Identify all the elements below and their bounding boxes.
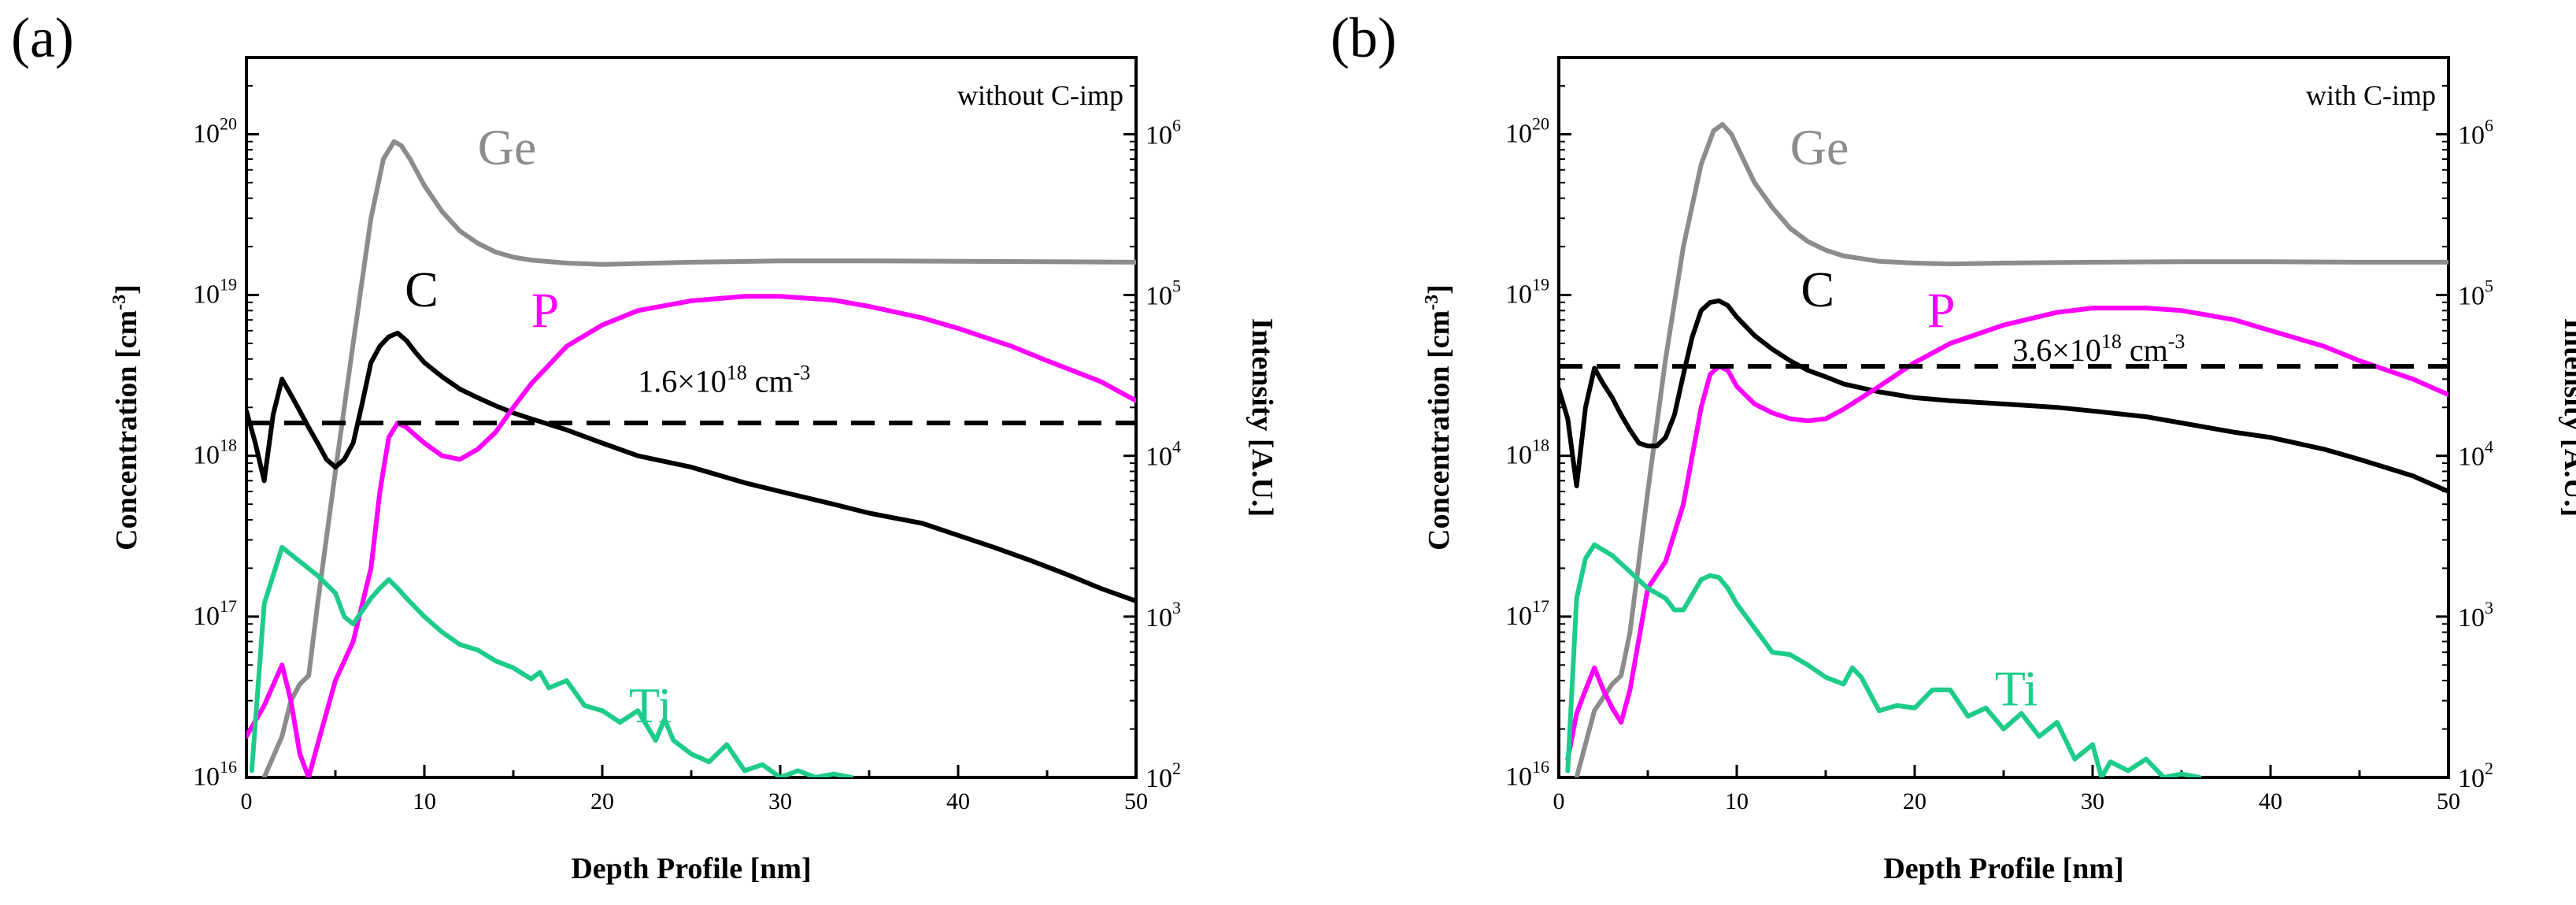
series-line-c (1559, 298, 2448, 494)
panel-label: (b) (1331, 6, 1397, 69)
y-left-tick-label: 1020 (1505, 113, 1549, 148)
series-line-ti (1565, 542, 2202, 777)
x-tick-label: 40 (2259, 788, 2282, 814)
y-left-tick-label: 1019 (1505, 275, 1549, 310)
y-right-tick-label: 105 (2458, 276, 2493, 311)
x-tick-label: 20 (1903, 788, 1926, 814)
y-left-tick-label: 1016 (193, 757, 237, 792)
series-line-ti (249, 544, 854, 777)
x-tick-label: 0 (1553, 788, 1565, 814)
x-tick-label: 30 (2081, 788, 2104, 814)
x-tick-label: 10 (1725, 788, 1749, 814)
x-tick-label: 40 (946, 788, 970, 814)
x-tick-label: 50 (2437, 788, 2460, 814)
series-line-ge (1574, 122, 2448, 777)
x-tick-label: 50 (1124, 788, 1148, 814)
reference-line-label: 1.6×1018 cm-3 (638, 361, 810, 399)
chart-panel-b: (b)0 10 20 30 40 5010161017101810191020102103… (1331, 6, 2576, 885)
x-tick-label: 0 (241, 788, 253, 814)
series-label-ge: Ge (478, 120, 537, 176)
y-left-axis-title: Concentration [cm-3] (1422, 284, 1456, 551)
y-left-tick-label: 1017 (1505, 596, 1549, 631)
y-right-tick-label: 103 (2458, 598, 2493, 632)
y-left-tick-label: 1019 (193, 275, 237, 310)
condition-annotation: with C-imp (2306, 80, 2436, 111)
y-right-tick-label: 102 (2458, 758, 2493, 793)
series-group (246, 139, 1136, 777)
y-right-tick-label: 106 (2458, 115, 2493, 150)
chart-panel-a: (a)0 10 20 30 40 5010161017101810191020102103… (11, 6, 1279, 885)
series-label-p: P (1927, 283, 1956, 339)
x-axis-title: Depth Profile [nm] (1883, 852, 2123, 885)
series-line-ge (261, 139, 1136, 777)
y-right-tick-label: 102 (1146, 758, 1181, 793)
series-label-ge: Ge (1790, 120, 1849, 176)
y-left-tick-label: 1018 (193, 436, 237, 470)
y-right-tick-label: 104 (2458, 437, 2493, 472)
series-label-c: C (1801, 261, 1834, 317)
y-right-tick-label: 105 (1146, 276, 1181, 311)
series-line-p (1565, 306, 2448, 762)
y-left-tick-label: 1020 (193, 113, 237, 148)
series-label-c: C (405, 261, 439, 317)
y-left-tick-label: 1017 (193, 596, 237, 631)
x-tick-label: 20 (590, 788, 614, 814)
reference-line-label: 3.6×1018 cm-3 (2012, 330, 2185, 368)
series-group (1559, 122, 2448, 777)
y-left-axis-title: Concentration [cm-3] (109, 284, 143, 551)
y-right-tick-label: 106 (1146, 115, 1181, 150)
series-label-ti: Ti (1995, 661, 2038, 717)
y-right-tick-label: 103 (1146, 598, 1181, 632)
panel-label: (a) (11, 6, 74, 69)
y-left-tick-label: 1016 (1505, 757, 1549, 792)
y-right-axis-title: Intensity [A.U.] (2558, 318, 2576, 517)
y-right-axis-title: Intensity [A.U.] (1245, 318, 1279, 517)
x-tick-label: 30 (768, 788, 792, 814)
series-label-p: P (531, 283, 560, 339)
series-label-ti: Ti (629, 677, 672, 733)
x-axis-title: Depth Profile [nm] (571, 852, 811, 885)
series-line-p (246, 294, 1136, 777)
condition-annotation: without C-imp (957, 80, 1123, 111)
x-tick-label: 10 (413, 788, 436, 814)
y-right-tick-label: 104 (1146, 437, 1181, 472)
y-left-tick-label: 1018 (1505, 436, 1549, 470)
